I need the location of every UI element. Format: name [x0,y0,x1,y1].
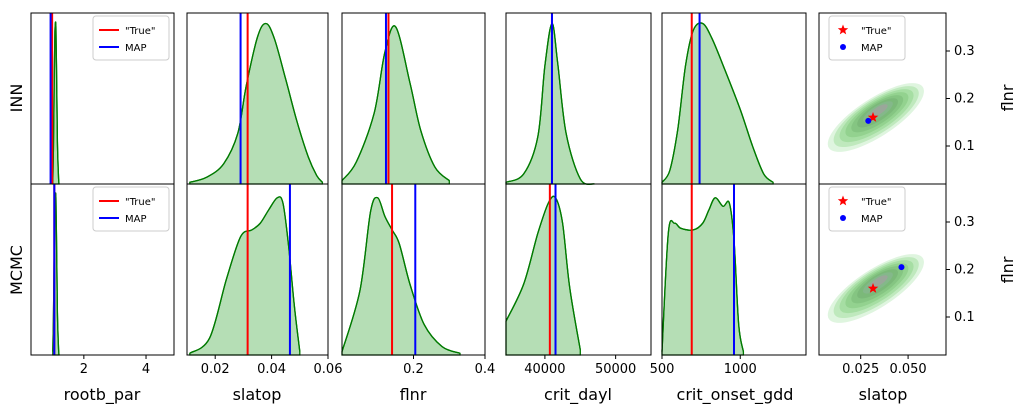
ytick-label-joint-r0-2: 0.3 [954,44,975,59]
ytick-label-joint-r1-2: 0.3 [954,215,975,230]
xtick-label-c1-2: 0.06 [314,362,343,377]
legend-box-joint-0 [828,15,906,61]
density-area-r1-c3 [505,195,581,356]
density-panel-r1-c4: 500 1000 [650,183,807,377]
legend-map-dot-joint-1 [840,215,846,221]
xlabel-crit-onset-gdd: crit_onset_gdd [677,385,794,405]
xlabel-joint-slatop: slatop [859,385,908,404]
axes-frame-r0-c3 [505,12,652,185]
density-curve-r0-c0 [52,21,60,185]
density-curve-r0-c2 [341,25,450,182]
legend-true-star-joint-0 [837,24,849,35]
axes-frame-r1-c0 [30,183,175,356]
ylabel-joint-flnr-inn: flnr [998,84,1017,111]
row-titles: INN MCMC [7,84,26,295]
xtick-label-c1-1: 0.04 [257,362,286,377]
legend-map-dot-joint-0 [840,44,846,50]
legend-true-label-joint-0: "True" [861,26,891,37]
density-curve-r0-c1 [189,22,323,183]
density-curve-r1-c3 [505,195,581,351]
xtick-label-c1-0: 0.02 [201,362,230,377]
legend-true-label-0: "True" [125,26,155,37]
panels: "True" MAP 2 4 "True" MAP 0.02 0.04 0.06 0.2 0.4 40… [30,12,975,377]
xlabel-slatop: slatop [233,385,282,404]
legend-map-label-joint-1: MAP [861,214,883,225]
density-panel-r1-c1: 0.02 0.04 0.06 [186,183,343,377]
joint-panel-r1: 0.1 0.2 0.3 0.025 0.050 "True" MAP [818,183,975,377]
density-curve-r0-c4 [661,22,774,183]
true-star-r0 [867,112,879,122]
density-panel-r0-c2 [341,12,486,185]
axes-frame-r1-c4 [661,183,807,356]
xtick-label-c0-0: 2 [80,362,88,377]
density-area-r0-c4 [661,22,774,185]
density-panel-r1-c3: 40000 50000 [505,183,652,377]
xtick-label-c0-1: 4 [142,362,150,377]
density-area-r1-c4 [661,197,745,356]
density-panel-r0-c1 [186,12,329,185]
legend-true-label-joint-1: "True" [861,197,891,208]
ytick-label-joint-r0-0: 0.1 [954,139,975,154]
joint-panel-r0: 0.1 0.2 0.3 "True" MAP [818,12,975,185]
density-panel-r0-c0: "True" MAP [30,12,175,185]
legend-box-0 [92,15,170,61]
legend-map-label-0: MAP [125,43,147,54]
map-dot-r0 [865,117,872,124]
ytick-label-joint-r1-0: 0.1 [954,310,975,325]
legend-true-star-joint-1 [837,195,849,206]
column-titles: rootb_par slatop flnr crit_dayl crit_ons… [64,84,1017,405]
ylabel-joint-flnr-mcmc: flnr [998,256,1017,283]
xtick-label-c4-0: 500 [650,362,675,377]
row-label-inn: INN [7,84,26,113]
xtick-label-c2-1: 0.4 [475,362,496,377]
xtick-label-c4-1: 1000 [724,362,757,377]
xtick-label-c3-0: 40000 [524,362,565,377]
legend-box-1 [92,186,170,232]
density-panel-r1-c2: 0.2 0.4 [341,183,496,377]
density-area-r0-c2 [341,25,450,185]
legend-map-label-joint-0: MAP [861,43,883,54]
density-area-r0-c3 [505,22,595,185]
ytick-label-joint-r1-1: 0.2 [954,263,975,278]
xlabel-crit-dayl: crit_dayl [544,385,612,405]
xtick-label-c3-1: 50000 [595,362,636,377]
xlabel-flnr: flnr [400,385,427,404]
axes-frame-r1-c3 [505,183,652,356]
legend-true-label-1: "True" [125,197,155,208]
legend-map-label-1: MAP [125,214,147,225]
xtick-label-joint-0: 0.025 [842,362,879,377]
density-panel-r1-c0: 2 4 "True" MAP [30,183,175,377]
density-panel-r0-c3 [505,12,652,185]
xlabel-rootb-par: rootb_par [64,385,141,405]
true-star-r1 [867,283,879,293]
density-area-r0-c1 [189,22,324,185]
density-area-r1-c1 [189,196,301,356]
legend-box-joint-1 [828,186,906,232]
ytick-label-joint-r0-1: 0.2 [954,92,975,107]
xtick-label-joint-1: 0.050 [889,362,926,377]
density-area-r1-c2 [341,196,461,356]
map-dot-r1 [898,264,905,271]
axes-frame-r1-c1 [186,183,329,356]
xtick-label-c2-0: 0.2 [403,362,424,377]
row-label-mcmc: MCMC [7,245,26,295]
density-panel-r0-c4 [661,12,807,185]
